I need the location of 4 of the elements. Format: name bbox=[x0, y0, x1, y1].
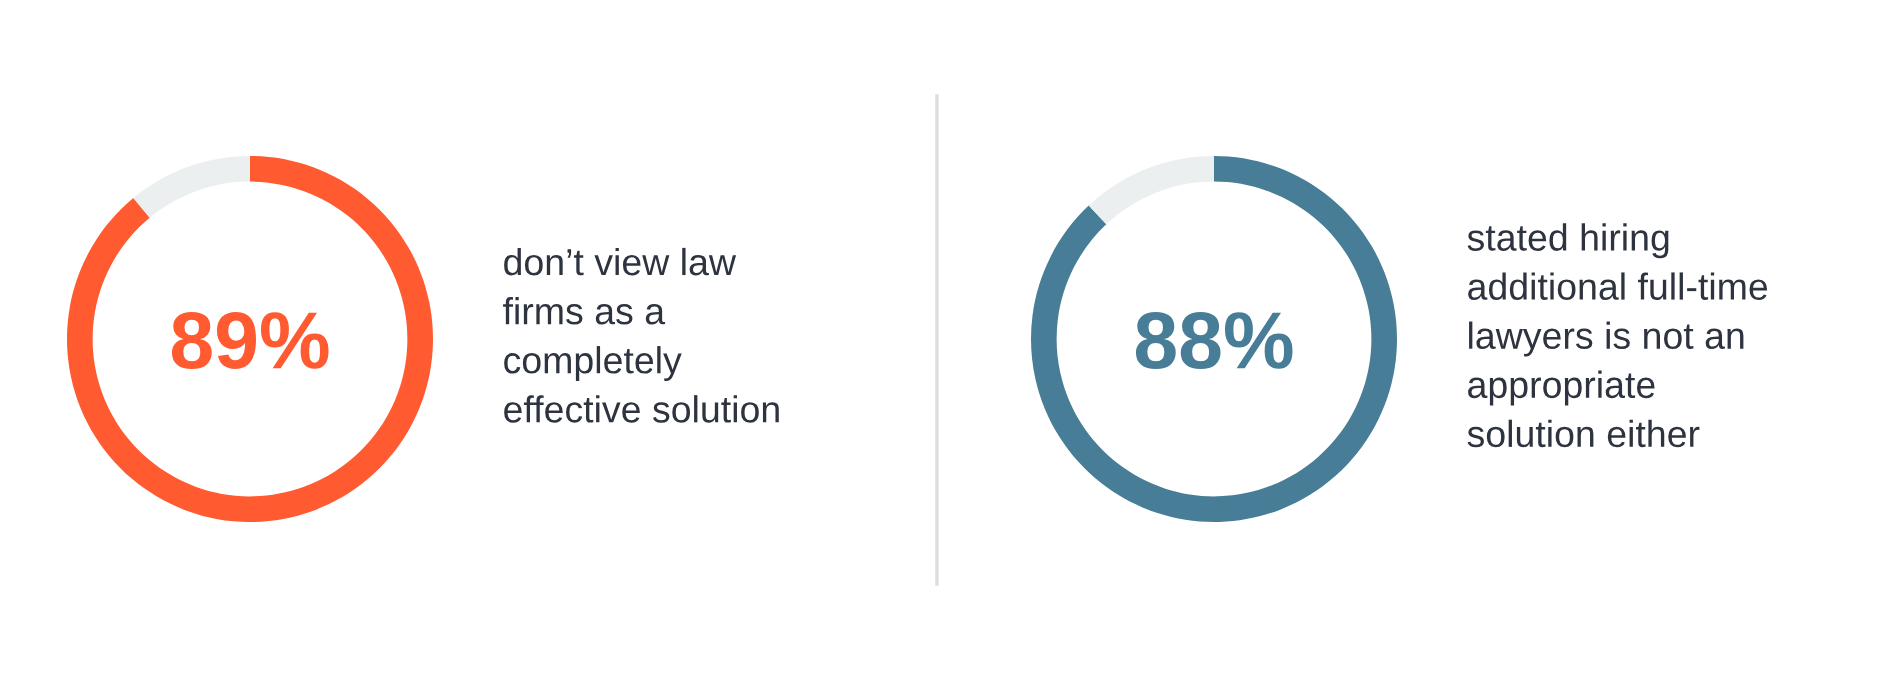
data-label: 89% bbox=[171, 311, 329, 369]
text: stated hiring additional full-time lawyers is not an appropriate solution either bbox=[1467, 223, 1768, 448]
data-label: 88% bbox=[1135, 311, 1293, 369]
text: don’t view law firms as a completely effective solution bbox=[503, 247, 779, 423]
